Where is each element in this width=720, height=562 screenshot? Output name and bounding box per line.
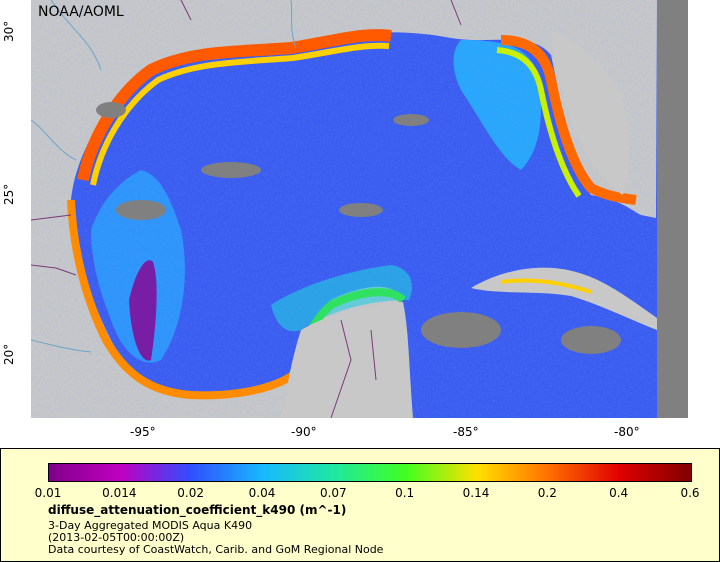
- cloud-patches: [96, 102, 621, 354]
- cloud-patch: [393, 114, 429, 126]
- dataset-label: 3-Day Aggregated MODIS Aqua K490: [48, 519, 253, 532]
- colorbar-tick-label: 0.014: [102, 486, 137, 500]
- map-panel: [31, 0, 688, 418]
- lat-tick-label: 30°: [2, 20, 16, 42]
- cuba-island: [471, 267, 657, 330]
- border-line: [31, 214, 72, 221]
- florida-coast-band: [500, 35, 637, 205]
- river-line: [31, 119, 77, 161]
- river-line: [31, 339, 92, 353]
- rivers: [31, 0, 297, 353]
- colorbar-tick-label: 0.6: [680, 486, 700, 500]
- low-k490-patch: [129, 260, 157, 361]
- colorbar-tick-label: 0.07: [319, 486, 347, 500]
- time-label: (2013-02-05T00:00:00Z): [48, 531, 185, 544]
- cloud-patch: [116, 200, 166, 220]
- cloud-patch: [421, 312, 501, 348]
- lon-tick-label: -90°: [291, 425, 317, 439]
- political-borders: [31, 0, 462, 418]
- lon-tick-label: -95°: [130, 425, 156, 439]
- border-line: [370, 329, 377, 381]
- yucatan-peninsula: [281, 302, 413, 418]
- cloud-patch: [201, 162, 261, 178]
- colorbar: [48, 463, 692, 482]
- lat-tick-label: 20°: [2, 343, 16, 365]
- border-line: [180, 0, 192, 21]
- k490-map: [31, 0, 688, 418]
- legend-panel: 0.01 0.014 0.02 0.04 0.07 0.1 0.14 0.2 0.4 0.6 di…: [0, 448, 720, 562]
- colorbar-tick-label: 0.2: [537, 486, 557, 500]
- cloud-patch: [96, 102, 126, 118]
- lon-tick-label: -85°: [453, 425, 479, 439]
- florida-inner-band: [496, 47, 582, 198]
- river-line: [290, 0, 297, 49]
- colorbar-tick-label: 0.1: [395, 486, 415, 500]
- credit-label: NOAA/AOML: [38, 4, 124, 20]
- border-line: [330, 319, 352, 418]
- border-line: [31, 264, 77, 276]
- cloud-patch: [339, 203, 383, 217]
- lat-tick-label: 25°: [2, 183, 16, 205]
- colorbar-tick-label: 0.02: [177, 486, 205, 500]
- courtesy-label: Data courtesy of CoastWatch, Carib. and …: [48, 543, 384, 556]
- cloud-patch: [561, 326, 621, 354]
- colorbar-tick-label: 0.04: [248, 486, 276, 500]
- cuba-coast-band: [500, 278, 592, 294]
- colorbar-tick-label: 0.14: [462, 486, 490, 500]
- river-line: [50, 0, 102, 71]
- colorbar-tick-label: 0.4: [609, 486, 629, 500]
- lon-tick-label: -80°: [614, 425, 640, 439]
- border-line: [450, 0, 462, 26]
- north-coast-inner-band: [90, 42, 390, 186]
- colorbar-tick-label: 0.01: [34, 486, 62, 500]
- north-coast-band: [77, 29, 392, 182]
- florida-peninsula: [551, 30, 629, 195]
- mexico-coast-band: [67, 199, 296, 400]
- no-data-strip: [657, 0, 688, 418]
- variable-title: diffuse_attenuation_coefficient_k490 (m^…: [48, 503, 347, 517]
